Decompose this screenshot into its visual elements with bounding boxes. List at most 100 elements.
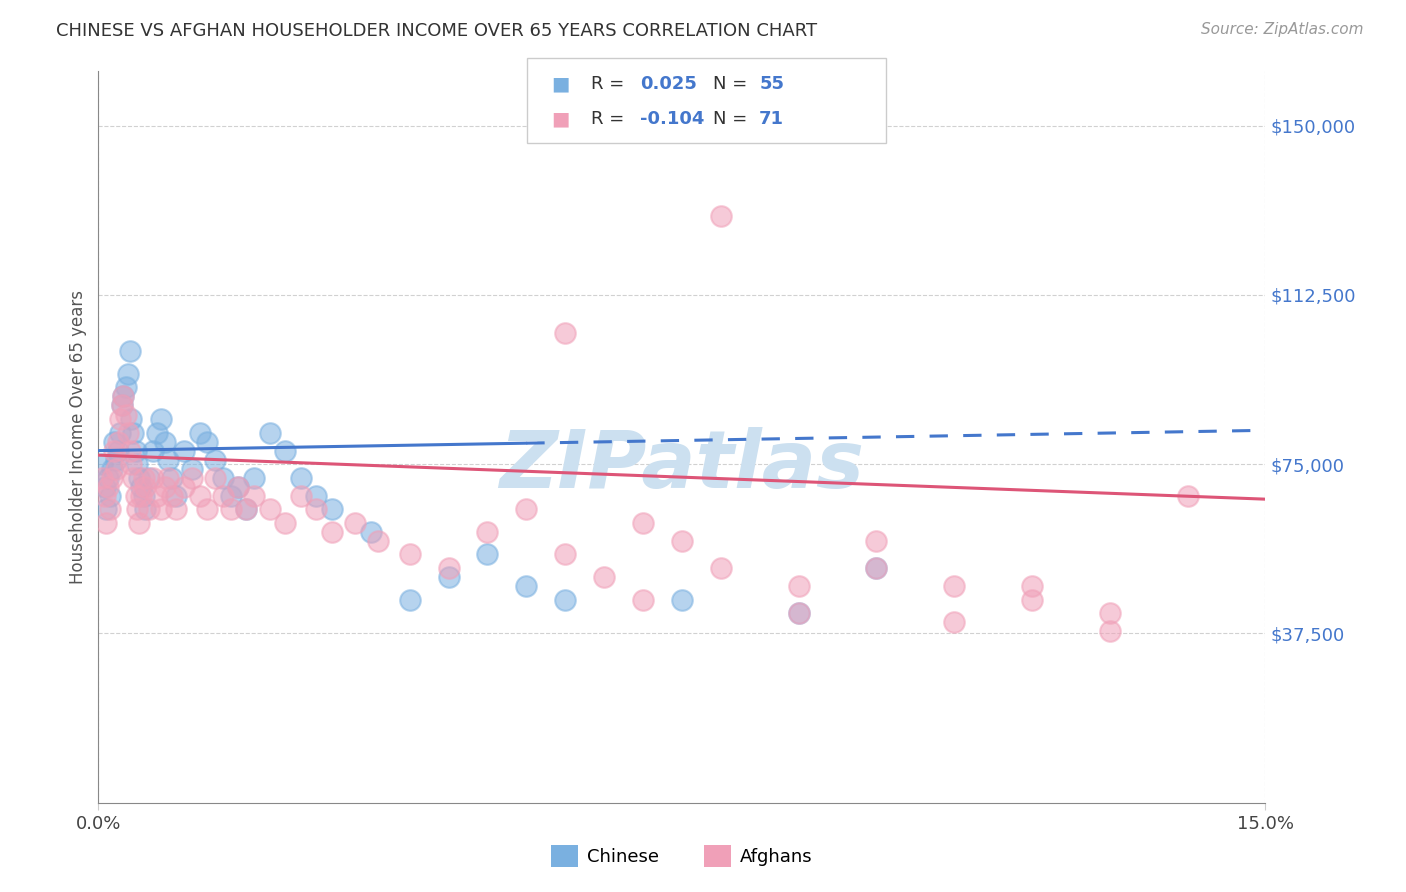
- Afghans: [108, 412, 131, 426]
- Afghans: [117, 425, 139, 440]
- Chinese: [554, 592, 576, 607]
- Text: 55: 55: [759, 75, 785, 93]
- Chinese: [117, 367, 139, 381]
- Afghans: [149, 502, 172, 516]
- Afghans: [290, 489, 312, 503]
- Chinese: [91, 457, 114, 471]
- Chinese: [204, 452, 226, 467]
- Chinese: [398, 592, 420, 607]
- Chinese: [146, 425, 169, 440]
- Afghans: [153, 480, 176, 494]
- Legend: Chinese, Afghans: Chinese, Afghans: [544, 838, 820, 874]
- Afghans: [1177, 489, 1199, 503]
- Chinese: [132, 489, 155, 503]
- Chinese: [149, 412, 172, 426]
- Chinese: [477, 548, 499, 562]
- Chinese: [103, 434, 125, 449]
- Afghans: [112, 389, 135, 403]
- Afghans: [235, 502, 257, 516]
- Afghans: [219, 502, 242, 516]
- Afghans: [259, 502, 281, 516]
- Chinese: [290, 471, 312, 485]
- Y-axis label: Householder Income Over 65 years: Householder Income Over 65 years: [69, 290, 87, 584]
- Chinese: [865, 561, 887, 575]
- Afghans: [344, 516, 367, 530]
- Afghans: [477, 524, 499, 539]
- Afghans: [93, 489, 115, 503]
- Afghans: [129, 489, 152, 503]
- Text: ZIPatlas: ZIPatlas: [499, 427, 865, 506]
- Afghans: [138, 502, 160, 516]
- Chinese: [112, 389, 135, 403]
- Afghans: [631, 592, 654, 607]
- Chinese: [111, 399, 134, 413]
- Chinese: [173, 443, 195, 458]
- Text: -0.104: -0.104: [640, 111, 704, 128]
- Chinese: [101, 461, 124, 475]
- Afghans: [165, 502, 187, 516]
- Chinese: [104, 452, 127, 467]
- Afghans: [142, 471, 165, 485]
- Afghans: [398, 548, 420, 562]
- Afghans: [118, 443, 141, 458]
- Chinese: [321, 502, 343, 516]
- Chinese: [96, 502, 118, 516]
- Chinese: [134, 502, 156, 516]
- Afghans: [554, 326, 576, 341]
- Chinese: [165, 489, 187, 503]
- Afghans: [710, 209, 733, 223]
- Afghans: [101, 471, 124, 485]
- Chinese: [180, 461, 202, 475]
- Afghans: [157, 471, 180, 485]
- Afghans: [125, 489, 148, 503]
- Afghans: [132, 471, 155, 485]
- Chinese: [120, 412, 142, 426]
- Chinese: [235, 502, 257, 516]
- Afghans: [787, 606, 810, 620]
- Chinese: [122, 425, 145, 440]
- Afghans: [107, 434, 129, 449]
- Afghans: [1021, 592, 1043, 607]
- Chinese: [228, 480, 250, 494]
- Afghans: [146, 489, 169, 503]
- Afghans: [120, 457, 142, 471]
- Text: 0.025: 0.025: [640, 75, 696, 93]
- Afghans: [787, 579, 810, 593]
- Afghans: [114, 408, 136, 422]
- Afghans: [134, 480, 156, 494]
- Afghans: [195, 502, 218, 516]
- Chinese: [259, 425, 281, 440]
- Chinese: [243, 471, 266, 485]
- Chinese: [188, 425, 211, 440]
- Afghans: [122, 471, 145, 485]
- Afghans: [865, 561, 887, 575]
- Text: ■: ■: [551, 110, 569, 128]
- Afghans: [98, 502, 121, 516]
- Afghans: [111, 399, 134, 413]
- Chinese: [107, 443, 129, 458]
- Afghans: [173, 480, 195, 494]
- Afghans: [710, 561, 733, 575]
- Chinese: [114, 380, 136, 394]
- Afghans: [243, 489, 266, 503]
- Afghans: [212, 489, 235, 503]
- Afghans: [631, 516, 654, 530]
- Text: N =: N =: [713, 111, 752, 128]
- Afghans: [943, 615, 966, 630]
- Chinese: [108, 425, 131, 440]
- Text: Source: ZipAtlas.com: Source: ZipAtlas.com: [1201, 22, 1364, 37]
- Afghans: [437, 561, 460, 575]
- Afghans: [1098, 606, 1121, 620]
- Chinese: [128, 471, 150, 485]
- Afghans: [91, 471, 114, 485]
- Afghans: [104, 461, 127, 475]
- Afghans: [188, 489, 211, 503]
- Chinese: [93, 480, 115, 494]
- Afghans: [943, 579, 966, 593]
- Afghans: [865, 533, 887, 548]
- Chinese: [212, 471, 235, 485]
- Afghans: [305, 502, 328, 516]
- Afghans: [228, 480, 250, 494]
- Afghans: [128, 516, 150, 530]
- Chinese: [157, 452, 180, 467]
